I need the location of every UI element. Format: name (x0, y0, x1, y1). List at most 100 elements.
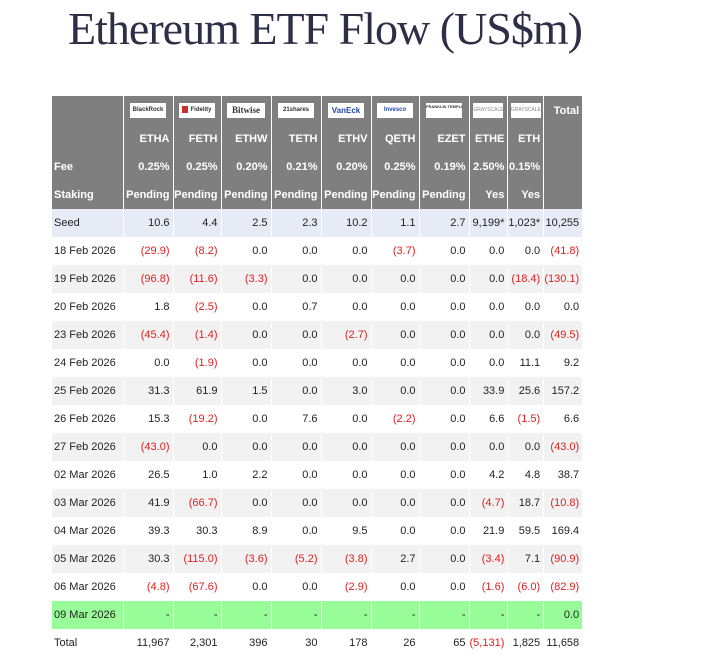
flow-cell: 0.0 (221, 293, 272, 321)
row-total-cell: (130.1) (543, 265, 584, 293)
flow-cell: - (221, 601, 272, 629)
21shares-logo: 21shares (278, 103, 314, 118)
flow-cell: 30.3 (123, 545, 174, 573)
flow-cell: 0.0 (321, 265, 372, 293)
etf-flow-table: BlackRock Fidelity Bitwise 21shares VanE… (52, 96, 584, 657)
row-total-cell: (82.9) (543, 573, 584, 601)
flow-cell: (4.8) (123, 573, 174, 601)
flow-cell: 0.0 (371, 349, 420, 377)
fee-row: Fee 0.25% 0.25% 0.20% 0.21% 0.20% 0.25% … (52, 153, 584, 181)
flow-cell: 11,967 (123, 629, 174, 657)
staking-cell: Pending (173, 181, 222, 209)
row-total-cell: (10.8) (543, 489, 584, 517)
table-row: 02 Mar 2026 26.5 1.0 2.2 0.0 0.0 0.0 0.0 4.2 4.8 3… (52, 461, 584, 489)
issuer-logo-cell: FRANKLIN TEMPLETON (419, 96, 470, 125)
flow-cell: 0.0 (507, 321, 545, 349)
row-total-cell: 157.2 (543, 377, 584, 405)
flow-cell: 4.8 (507, 461, 545, 489)
flow-cell: 0.0 (507, 433, 545, 461)
row-total-cell: 10,255 (543, 209, 584, 237)
row-label: 03 Mar 2026 (52, 489, 124, 517)
flow-cell: - (173, 601, 222, 629)
flow-cell: 0.0 (321, 489, 372, 517)
flow-cell: 0.0 (221, 433, 272, 461)
table-row: 24 Feb 2026 0.0 (1.9) 0.0 0.0 0.0 0.0 0.0 0.0 11.… (52, 349, 584, 377)
table-row: 27 Feb 2026 (43.0) 0.0 0.0 0.0 0.0 0.0 0.0 0.0 0.… (52, 433, 584, 461)
flow-cell: 0.0 (419, 573, 470, 601)
flow-cell: - (271, 601, 322, 629)
flow-cell: (18.4) (507, 265, 545, 293)
flow-cell: 0.0 (371, 517, 420, 545)
flow-cell: (2.7) (321, 321, 372, 349)
flow-cell: 0.0 (271, 321, 322, 349)
flow-cell: 0.0 (221, 573, 272, 601)
flow-cell: 9,199* (469, 209, 509, 237)
fee-cell: 0.19% (419, 153, 470, 181)
flow-cell: 0.0 (321, 433, 372, 461)
flow-cell: 0.0 (371, 573, 420, 601)
flow-cell: 0.0 (173, 433, 222, 461)
flow-cell: (4.7) (469, 489, 509, 517)
logo-row: BlackRock Fidelity Bitwise 21shares VanE… (52, 96, 584, 125)
flow-cell: 1.0 (173, 461, 222, 489)
flow-cell: (1.4) (173, 321, 222, 349)
total-header: Total (543, 96, 584, 125)
row-label: 24 Feb 2026 (52, 349, 124, 377)
flow-cell: 2.3 (271, 209, 322, 237)
flow-cell: 0.0 (419, 545, 470, 573)
flow-cell: 0.0 (419, 321, 470, 349)
ticker-cell: FETH (173, 125, 222, 153)
flow-cell: (2.9) (321, 573, 372, 601)
row-label: 25 Feb 2026 (52, 377, 124, 405)
ticker-cell: ETHA (123, 125, 174, 153)
flow-cell: (45.4) (123, 321, 174, 349)
fee-cell: 0.21% (271, 153, 322, 181)
table-row: Seed 10.6 4.4 2.5 2.3 10.2 1.1 2.7 9,199* 1,023* 1… (52, 209, 584, 237)
ticker-cell-total (543, 125, 584, 153)
flow-cell: 0.0 (271, 517, 322, 545)
flow-cell: 0.0 (419, 433, 470, 461)
grayscale-logo: GRAYSCALE (510, 103, 541, 118)
row-label: 23 Feb 2026 (52, 321, 124, 349)
flow-cell: 0.0 (221, 489, 272, 517)
fee-cell: 2.50% (469, 153, 509, 181)
blackrock-logo: BlackRock (130, 103, 166, 118)
row-total-cell: 6.6 (543, 405, 584, 433)
flow-cell: 26 (371, 629, 420, 657)
row-total-cell: 169.4 (543, 517, 584, 545)
issuer-logo-cell: VanEck (321, 96, 372, 125)
row-label: 05 Mar 2026 (52, 545, 124, 573)
flow-cell: 2,301 (173, 629, 222, 657)
flow-cell: 1.8 (123, 293, 174, 321)
row-label: 27 Feb 2026 (52, 433, 124, 461)
fee-cell: 0.25% (123, 153, 174, 181)
row-total-cell: 0.0 (543, 601, 584, 629)
flow-cell: 0.0 (271, 489, 322, 517)
flow-cell: 33.9 (469, 377, 509, 405)
staking-cell: Yes (469, 181, 509, 209)
fee-cell: 0.20% (321, 153, 372, 181)
flow-cell: 0.0 (221, 349, 272, 377)
staking-cell: Yes (507, 181, 545, 209)
table-row: 04 Mar 2026 39.3 30.3 8.9 0.0 9.5 0.0 0.0 21.9 59… (52, 517, 584, 545)
row-label: 04 Mar 2026 (52, 517, 124, 545)
row-total-cell: (41.8) (543, 237, 584, 265)
fee-label: Fee (52, 153, 124, 181)
flow-cell: 0.0 (371, 321, 420, 349)
flow-cell: 6.6 (469, 405, 509, 433)
flow-cell: 61.9 (173, 377, 222, 405)
header-corner-cell (52, 96, 124, 125)
flow-cell: 65 (419, 629, 470, 657)
flow-cell: (1.6) (469, 573, 509, 601)
flow-cell: 0.0 (419, 293, 470, 321)
fee-cell: 0.25% (371, 153, 420, 181)
flow-cell: - (321, 601, 372, 629)
flow-cell: (29.9) (123, 237, 174, 265)
row-label: 18 Feb 2026 (52, 237, 124, 265)
row-label: 06 Mar 2026 (52, 573, 124, 601)
flow-cell: 25.6 (507, 377, 545, 405)
flow-cell: (1.5) (507, 405, 545, 433)
flow-cell: (2.2) (371, 405, 420, 433)
franklin-templeton-logo: FRANKLIN TEMPLETON (426, 103, 462, 118)
page-title: Ethereum ETF Flow (US$m) (68, 3, 583, 54)
